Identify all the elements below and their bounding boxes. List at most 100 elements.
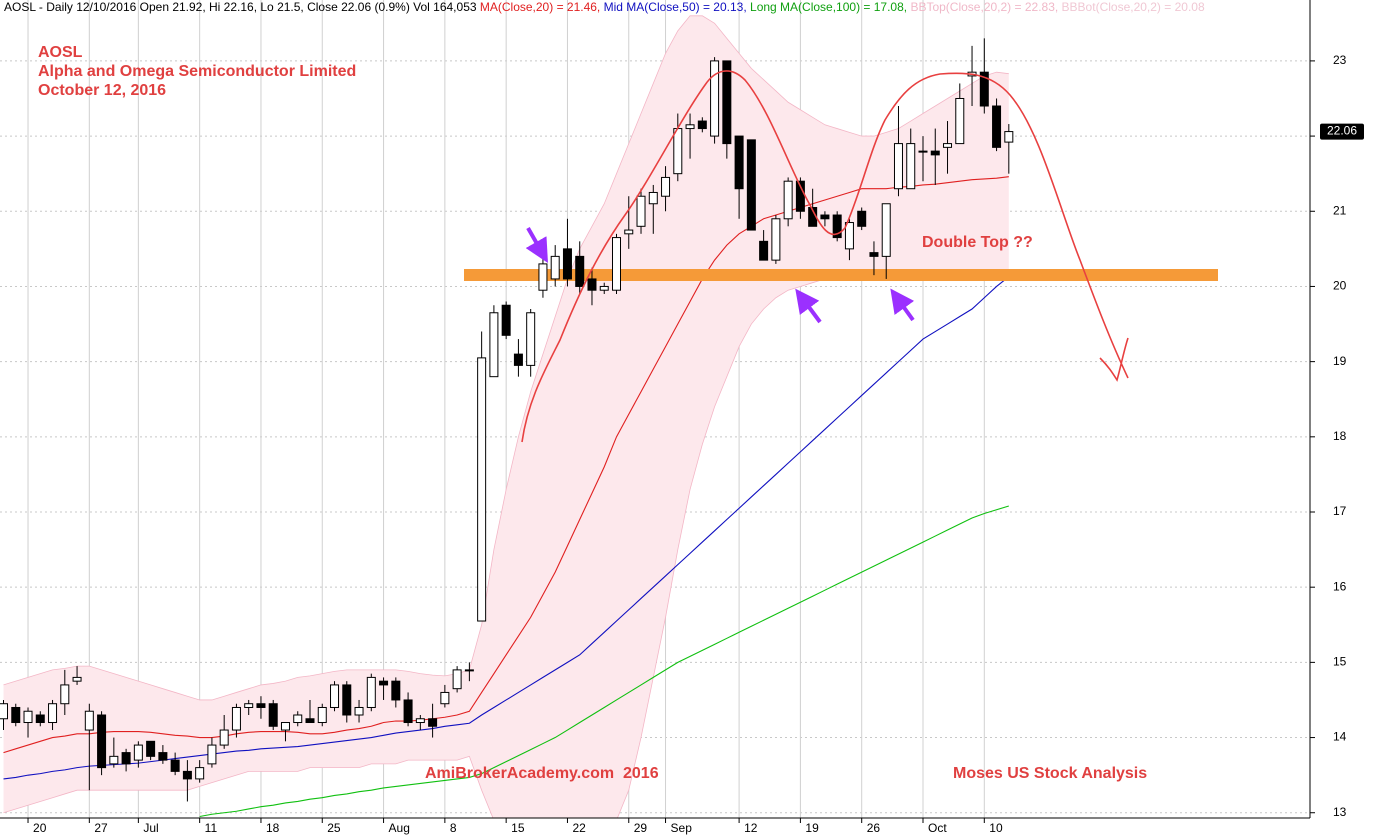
arrow	[890, 288, 915, 322]
candle-body	[612, 237, 621, 291]
y-tick-label: 15	[1333, 655, 1347, 669]
candle-body	[930, 150, 940, 156]
candle-body	[244, 703, 254, 708]
watermark: Moses US Stock Analysis	[953, 765, 1147, 782]
x-tick-label: 8	[450, 821, 457, 835]
candle-body	[759, 240, 769, 261]
candle-body	[293, 714, 303, 724]
candle-body	[943, 143, 953, 148]
header-segment: BBBot(Close,20,2) = 20.08	[1062, 0, 1205, 14]
candle-body	[342, 684, 352, 716]
candle-body	[1004, 131, 1014, 143]
candle-body	[231, 706, 241, 731]
candle-body	[648, 191, 658, 205]
candle-body	[219, 729, 229, 746]
candle-body	[60, 684, 70, 705]
candle-body	[722, 60, 732, 145]
x-tick-label: 15	[511, 821, 525, 835]
candle-body	[832, 214, 842, 239]
candle-body	[489, 312, 499, 378]
x-tick-label: 10	[989, 821, 1003, 835]
title-line: Alpha and Omega Semiconductor Limited	[38, 63, 356, 80]
x-tick-label: 27	[94, 821, 108, 835]
candle-body	[48, 703, 58, 724]
candle-body	[146, 740, 156, 757]
candle-body	[893, 143, 903, 190]
candle-body	[575, 255, 585, 287]
candle-body	[84, 710, 94, 731]
header-segment: AOSL - Daily 12/10/2016 Open 21.92, Hi 2…	[4, 0, 480, 14]
candle-body	[354, 706, 364, 716]
candle-body	[624, 229, 634, 235]
header-segment: MA(Close,20) = 21.46,	[480, 0, 604, 14]
candle-body	[562, 248, 572, 280]
x-tick-label: 22	[572, 821, 586, 835]
candle-body	[170, 759, 180, 772]
x-tick-label: Jul	[143, 821, 158, 835]
candle-body	[992, 105, 1002, 148]
candle-body	[11, 706, 21, 724]
candle-body	[305, 718, 315, 724]
moving-average	[3, 276, 1010, 780]
candle-body	[636, 195, 646, 227]
candle-body	[23, 710, 33, 724]
candles	[0, 38, 1014, 802]
candle-body	[207, 744, 217, 765]
candle-body	[869, 252, 879, 257]
x-tick-label: Aug	[389, 821, 410, 835]
candle-body	[256, 703, 266, 708]
moving-average	[199, 505, 1009, 818]
hand-drawn-curve	[521, 70, 1129, 443]
x-tick-label: 12	[744, 821, 758, 835]
candle-body	[881, 203, 891, 257]
title-line: AOSL	[38, 44, 83, 61]
x-tick-label: Oct	[928, 821, 947, 835]
candle-body	[182, 770, 192, 780]
candle-body	[97, 714, 107, 769]
candle-body	[734, 135, 744, 190]
x-tick-label: 18	[266, 821, 280, 835]
candle-body	[440, 691, 450, 705]
band-edge	[3, 15, 1009, 701]
candle-body	[550, 255, 560, 280]
x-tick-label: 19	[805, 821, 819, 835]
candle-body	[783, 180, 793, 220]
x-tick-label: Sep	[671, 821, 693, 835]
arrow	[525, 227, 548, 263]
y-tick-label: 20	[1333, 279, 1347, 293]
candle-body	[710, 60, 720, 137]
y-tick-label: 19	[1333, 354, 1347, 368]
support-bar	[464, 269, 1218, 281]
x-tick-label: 20	[33, 821, 47, 835]
header-segment: BBTop(Close,20,2) = 22.83,	[910, 0, 1061, 14]
candle-body	[955, 97, 965, 145]
candle-body	[771, 218, 781, 261]
candle-body	[526, 312, 536, 366]
candle-body	[685, 124, 695, 130]
y-tick-label: 21	[1333, 203, 1347, 217]
moving-average	[3, 176, 1009, 754]
candle-body	[538, 263, 548, 291]
candle-body	[158, 752, 168, 761]
last-price-label: 22.06	[1327, 124, 1357, 138]
candle-body	[477, 357, 487, 622]
bollinger-band	[3, 15, 1009, 818]
y-tick-label: 13	[1333, 805, 1347, 819]
candle-body	[673, 128, 683, 175]
candle-body	[464, 669, 474, 672]
candle-body	[746, 139, 756, 231]
candle-body	[979, 71, 989, 107]
candle-body	[195, 767, 205, 780]
annotation: Double Top ??	[922, 234, 1033, 251]
watermark: AmiBrokerAcademy.com 2016	[425, 765, 659, 782]
x-tick-label: 26	[867, 821, 881, 835]
header-segment: Mid MA(Close,50) = 20.13,	[604, 0, 750, 14]
x-tick-label: 25	[327, 821, 341, 835]
candle-body	[428, 718, 438, 727]
candle-body	[587, 278, 597, 291]
header-segment: Long MA(Close,100) = 17.08,	[750, 0, 910, 14]
title-line: October 12, 2016	[38, 82, 166, 99]
candle-body	[661, 176, 671, 197]
x-tick-label: 11	[205, 821, 218, 835]
